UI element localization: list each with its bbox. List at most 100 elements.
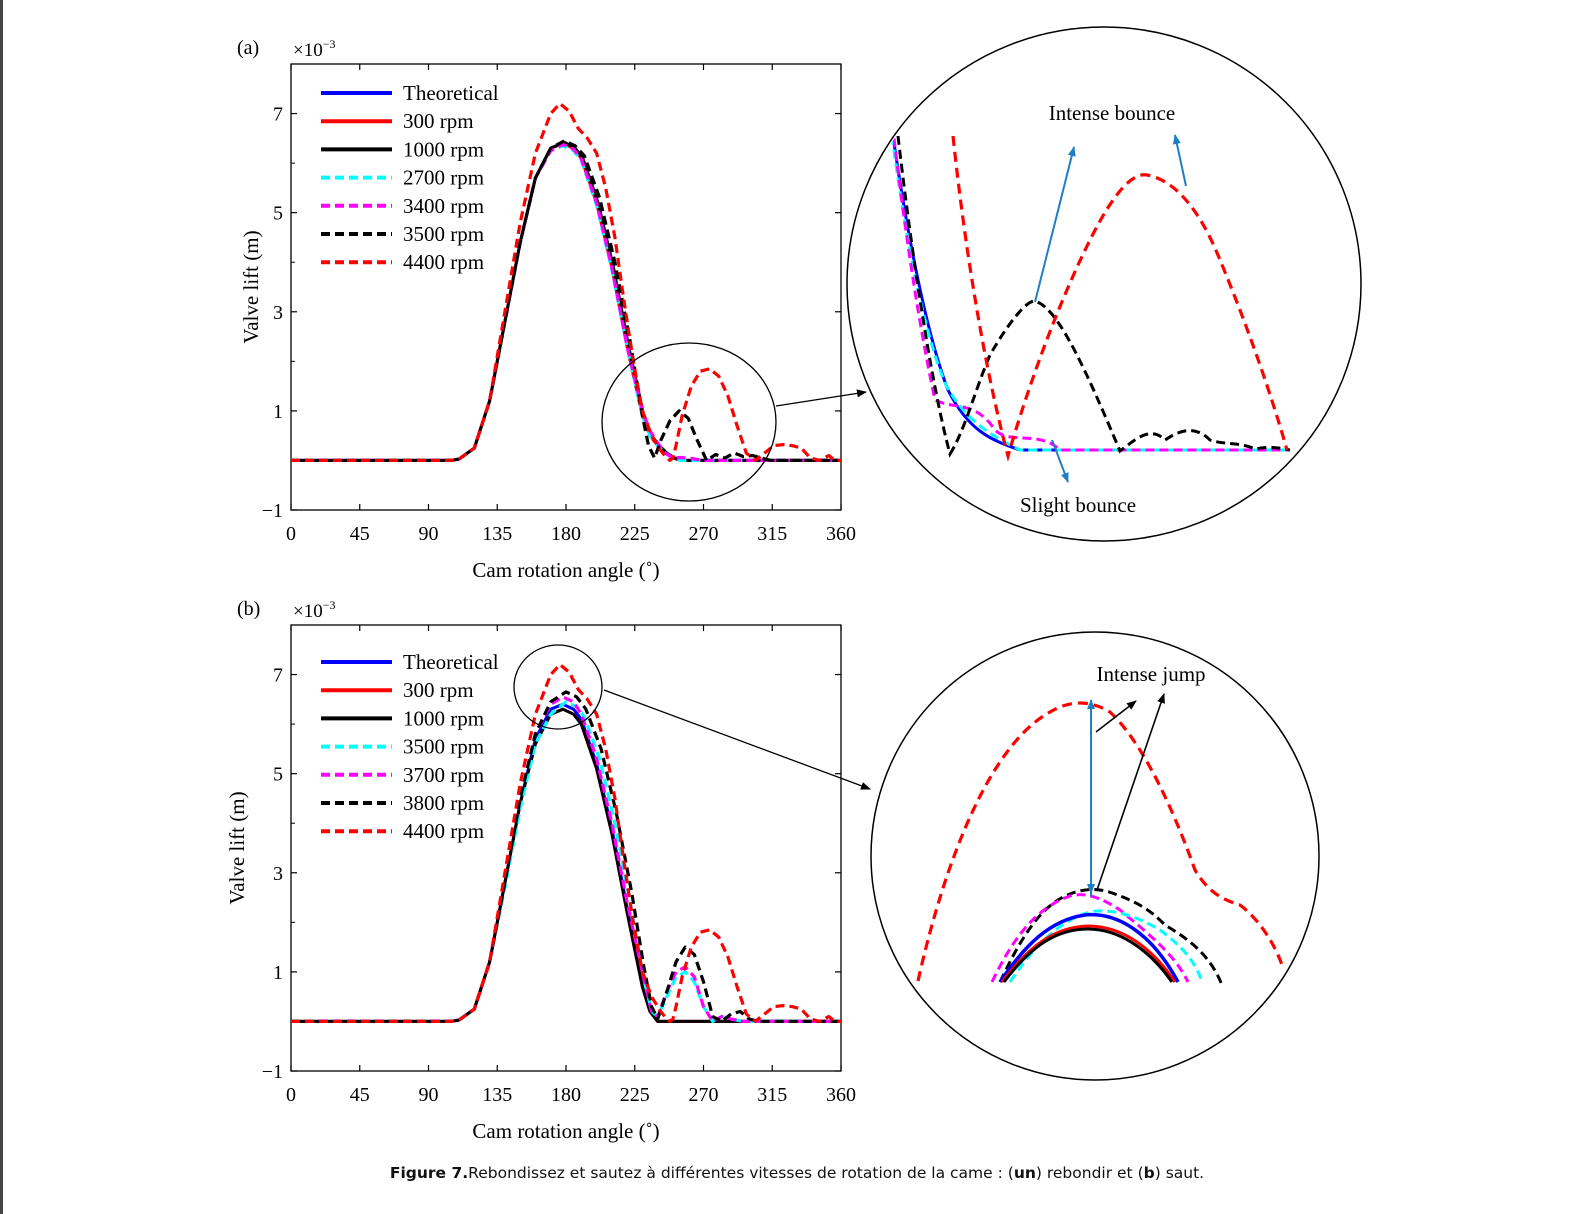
y-tick-label: 3 (273, 302, 283, 324)
x-tick-label: 180 (551, 1084, 581, 1106)
x-tick-label: 90 (419, 1084, 439, 1106)
series-line-3400-rpm (291, 142, 841, 462)
x-tick-label: 90 (419, 523, 439, 545)
legend-label: Theoretical (403, 650, 499, 674)
series-line-1000-rpm (291, 140, 841, 462)
x-tick-label: 315 (757, 1084, 787, 1106)
x-tick-label: 360 (826, 1084, 856, 1106)
legend-label: 1000 rpm (403, 137, 484, 161)
inset-a-intense-bounce-label: Intense bounce (1049, 101, 1176, 125)
series-line-300-rpm (291, 141, 841, 462)
legend-label: 3400 rpm (403, 194, 484, 218)
panel-a-plot-area (290, 63, 842, 511)
inset-a-slight-bounce-arrow (1051, 439, 1069, 483)
inset-b-cyan-curve (1008, 909, 1204, 983)
x-tick-label: 0 (286, 1084, 296, 1106)
legend-label: 3700 rpm (403, 763, 484, 787)
y-tick-label: 5 (273, 764, 283, 786)
panel-a-legend: Theoretical 300 rpm 1000 rpm 2700 rpm 3400 r… (321, 81, 499, 274)
inset-a-magenta-curve (892, 137, 1290, 452)
panel-a: (a) ×10−3 0 45 90 135 180 225 270 315 360−11357 … (237, 26, 1362, 582)
inset-b-1000rpm-curve (1002, 927, 1174, 983)
caption-bold-a: un (1013, 1164, 1036, 1182)
x-tick-label: 180 (551, 523, 581, 545)
series-line-300-rpm (291, 707, 841, 1023)
series-line-theoretical (291, 702, 841, 1023)
inset-a-slight-bounce-label: Slight bounce (1020, 493, 1136, 517)
panel-b-series (291, 663, 841, 1023)
series-line-3500-rpm (291, 139, 841, 462)
panel-b-inset-curves (916, 701, 1284, 986)
inset-a-intense-bounce-arrow-1 (1034, 146, 1076, 303)
page-left-border (0, 0, 3, 1214)
panel-a-series (291, 102, 841, 462)
y-tick-label: 1 (273, 401, 283, 423)
panel-a-inset-curves (890, 135, 1291, 462)
y-tick-label: 5 (273, 203, 283, 225)
inset-b-intense-jump-arrow-1 (1095, 700, 1137, 733)
inset-b-magenta-curve (990, 893, 1190, 983)
series-line-4400-rpm (291, 663, 841, 1023)
legend-label: 4400 rpm (403, 250, 484, 274)
series-line-3700-rpm (291, 695, 841, 1023)
figure-caption: Figure 7.Rebondissez et sautez à différe… (0, 1164, 1594, 1182)
x-tick-label: 225 (620, 1084, 650, 1106)
panel-b: (b) ×10−3 0 45 90 135 180 225 270 315 360−11357 … (225, 598, 1320, 1143)
panel-b-scale-label: ×10−3 (293, 598, 336, 622)
panel-a-zoom-region (601, 342, 777, 502)
legend-label: 1000 rpm (403, 706, 484, 730)
y-tick-label: 3 (273, 863, 283, 885)
series-line-theoretical (291, 141, 841, 462)
inset-b-intense-jump-label: Intense jump (1096, 662, 1205, 686)
x-tick-label: 135 (482, 523, 512, 545)
panel-b-label: (b) (237, 598, 260, 620)
panel-b-y-axis-label: Valve lift (m) (225, 791, 249, 904)
x-tick-label: 45 (350, 1084, 370, 1106)
panel-a-scale-label: ×10−3 (293, 37, 336, 61)
legend-label: 3500 rpm (403, 222, 484, 246)
caption-text-1: Rebondissez et sautez à différentes vite… (468, 1164, 1014, 1182)
x-tick-label: 270 (689, 523, 719, 545)
y-tick-label: 7 (273, 665, 283, 687)
x-tick-label: 135 (482, 1084, 512, 1106)
legend-label: 3500 rpm (403, 735, 484, 759)
x-tick-label: 270 (689, 1084, 719, 1106)
inset-b-red-dashed-curve (916, 701, 1284, 982)
series-line-1000-rpm (291, 707, 841, 1023)
x-tick-label: 360 (826, 523, 856, 545)
panel-a-label: (a) (237, 37, 259, 59)
legend-label: 2700 rpm (403, 166, 484, 190)
panel-a-y-axis-label: Valve lift (m) (239, 230, 263, 343)
inset-b-black-dashed-curve (998, 888, 1224, 986)
panel-a-zoom-connector-arrow (775, 389, 867, 407)
y-tick-label: 1 (273, 962, 283, 984)
inset-b-300rpm-curve (1000, 924, 1177, 983)
caption-figure-number: Figure 7. (389, 1164, 469, 1182)
series-line-2700-rpm (291, 144, 841, 462)
x-tick-label: 45 (350, 523, 370, 545)
panel-b-legend: Theoretical 300 rpm 1000 rpm 3500 rpm 3700 r… (321, 650, 499, 843)
legend-label: 4400 rpm (403, 819, 484, 843)
inset-a-red-dashed-curve (951, 135, 1289, 462)
panel-a-x-axis-label: Cam rotation angle (˚) (472, 558, 659, 582)
inset-b-intense-jump-arrow-2 (1096, 693, 1165, 891)
y-tick-label: −1 (262, 1061, 283, 1083)
y-tick-label: 7 (273, 104, 283, 126)
legend-label: 3800 rpm (403, 791, 484, 815)
inset-a-black-dashed-curve (896, 135, 1291, 458)
panel-b-inset-circle (870, 631, 1320, 1081)
caption-bold-b: b (1143, 1164, 1155, 1182)
legend-label: Theoretical (403, 81, 499, 105)
legend-label: 300 rpm (403, 678, 474, 702)
x-tick-label: 0 (286, 523, 296, 545)
caption-text-2: ) rebondir et ( (1035, 1164, 1144, 1182)
series-line-3800-rpm (291, 690, 841, 1023)
x-tick-label: 225 (620, 523, 650, 545)
y-tick-label: −1 (262, 500, 283, 522)
caption-text-3: ) saut. (1154, 1164, 1205, 1182)
panel-b-x-axis-label: Cam rotation angle (˚) (472, 1119, 659, 1143)
series-line-3500-rpm (291, 700, 841, 1023)
